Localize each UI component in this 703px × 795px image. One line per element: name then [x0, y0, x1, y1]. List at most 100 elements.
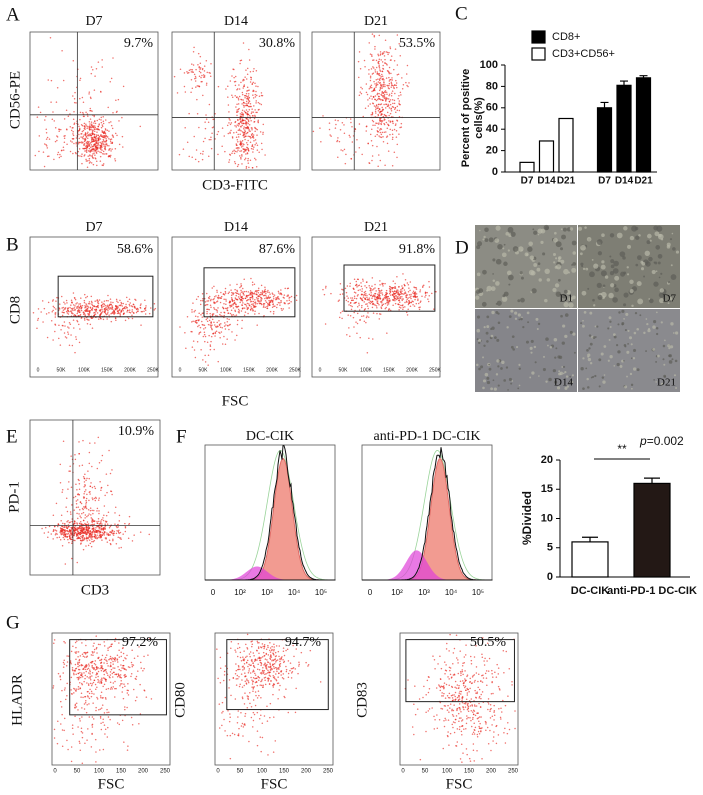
cell [569, 330, 573, 334]
event-dot [397, 297, 400, 300]
event-dot [405, 294, 407, 297]
event-dot [192, 340, 195, 342]
event-dot [81, 672, 83, 674]
event-dot [88, 536, 91, 538]
cell [645, 318, 648, 320]
event-dot [79, 79, 81, 82]
cell [653, 281, 659, 287]
event-dot [91, 154, 93, 157]
event-dot [223, 670, 226, 673]
event-dot [79, 749, 82, 752]
event-dot [78, 718, 81, 720]
event-dot [341, 121, 344, 124]
event-dot [394, 298, 396, 300]
event-dot [349, 118, 352, 120]
event-dot [116, 722, 119, 724]
event-dot [373, 295, 376, 298]
event-dot [116, 310, 119, 313]
event-dot [207, 323, 210, 326]
event-dot [381, 106, 383, 109]
event-dot [243, 122, 245, 125]
event-dot [126, 309, 129, 312]
cell [624, 345, 627, 348]
event-dot [238, 147, 240, 149]
event-dot [78, 488, 81, 490]
panel-letter: G [6, 612, 20, 633]
event-dot [88, 716, 91, 718]
x-tick-label: 100K [360, 367, 372, 373]
event-dot [81, 707, 83, 709]
event-dot [366, 294, 368, 297]
event-dot [210, 136, 212, 139]
cell [636, 327, 640, 331]
event-dot [351, 297, 354, 299]
event-dot [70, 129, 73, 132]
event-dot [77, 662, 79, 665]
cell [668, 360, 673, 364]
event-dot [112, 538, 114, 541]
event-dot [77, 506, 80, 508]
event-dot [214, 335, 216, 337]
event-dot [94, 442, 96, 444]
event-dot [348, 327, 350, 329]
event-dot [252, 303, 254, 305]
cell [496, 359, 500, 363]
event-dot [245, 290, 248, 293]
event-dot [93, 662, 96, 665]
event-dot [378, 89, 381, 92]
event-dot [88, 665, 90, 667]
cell [533, 230, 538, 235]
event-dot [55, 532, 57, 535]
y-axis-label: CD56-PE [7, 71, 23, 129]
cell [563, 268, 569, 275]
event-dot [88, 125, 91, 127]
event-dot [399, 55, 402, 57]
event-dot [77, 688, 80, 690]
event-dot [379, 103, 382, 106]
event-dot [71, 724, 74, 726]
event-dot [85, 141, 88, 144]
event-dot [236, 124, 238, 126]
event-dot [77, 672, 80, 675]
event-dot [78, 483, 81, 485]
event-dot [107, 294, 109, 297]
cell [482, 356, 485, 359]
event-dot [91, 138, 93, 141]
event-dot [99, 537, 101, 539]
cell [643, 275, 646, 278]
event-dot [103, 641, 105, 643]
event-dot [95, 308, 97, 310]
event-dot [194, 356, 197, 359]
event-dot [247, 159, 249, 162]
event-dot [232, 150, 234, 153]
event-dot [80, 532, 83, 535]
event-dot [374, 135, 377, 137]
cell [657, 261, 661, 265]
x-tick-label: 50K [199, 367, 209, 373]
event-dot [107, 687, 110, 690]
event-dot [330, 135, 332, 137]
event-dot [216, 325, 218, 327]
event-dot [98, 299, 101, 301]
event-dot [46, 336, 49, 339]
event-dot [115, 305, 117, 308]
event-dot [344, 162, 347, 165]
event-dot [87, 514, 89, 517]
event-dot [92, 512, 94, 515]
panel-letter: F [176, 426, 187, 447]
event-dot [96, 131, 98, 133]
event-dot [378, 67, 381, 69]
cell [486, 340, 489, 343]
event-dot [206, 341, 209, 343]
event-dot [88, 159, 90, 162]
event-dot [384, 83, 386, 86]
event-dot [85, 303, 87, 305]
event-dot [263, 314, 265, 317]
event-dot [191, 156, 193, 158]
event-dot [241, 697, 244, 700]
event-dot [83, 299, 86, 302]
event-dot [366, 298, 369, 300]
event-dot [375, 299, 377, 301]
event-dot [114, 317, 117, 320]
event-dot [239, 301, 241, 304]
